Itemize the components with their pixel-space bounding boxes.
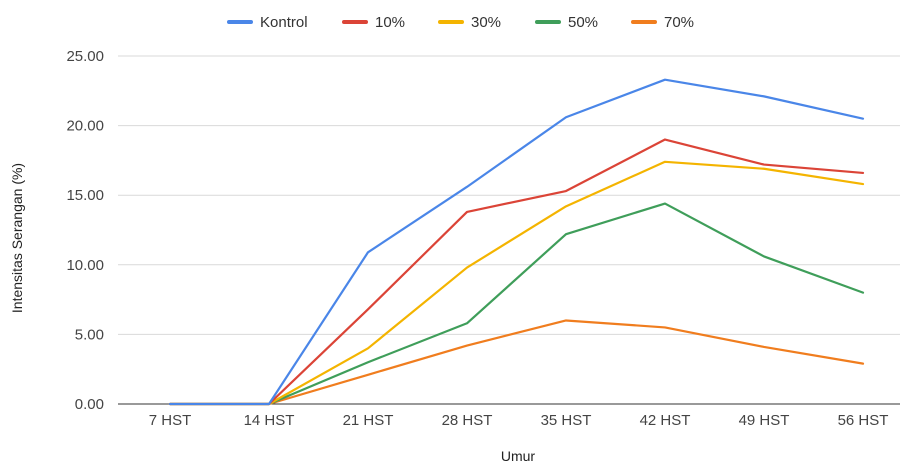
series-line [168, 160, 865, 406]
series-lines [168, 78, 865, 406]
x-tick-label: 14 HST [244, 412, 295, 429]
series-line [168, 78, 865, 406]
y-tick-label: 25.00 [66, 48, 104, 65]
y-tick-label: 15.00 [66, 187, 104, 204]
gridlines [118, 55, 900, 405]
x-tick-label: 28 HST [442, 412, 493, 429]
series-line [168, 138, 865, 406]
legend: Kontrol 10% 30% 50% 70% [227, 14, 694, 31]
y-tick-label: 20.00 [66, 118, 104, 135]
x-tick-label: 35 HST [541, 412, 592, 429]
y-tick-label: 0.00 [75, 396, 104, 413]
x-axis-ticks: 7 HST 14 HST 21 HST 28 HST 35 HST 42 HST 49 HS… [149, 412, 889, 429]
x-tick-label: 49 HST [739, 412, 790, 429]
x-tick-label: 21 HST [343, 412, 394, 429]
legend-label: Kontrol [260, 14, 308, 31]
x-tick-label: 7 HST [149, 412, 192, 429]
series-line [168, 202, 865, 406]
x-axis-title: Umur [501, 448, 536, 464]
legend-label: 10% [375, 14, 405, 31]
legend-label: 50% [568, 14, 598, 31]
y-axis-title: Intensitas Serangan (%) [9, 163, 25, 313]
x-tick-label: 56 HST [838, 412, 889, 429]
x-tick-label: 42 HST [640, 412, 691, 429]
legend-label: 70% [664, 14, 694, 31]
y-tick-label: 5.00 [75, 326, 104, 343]
legend-label: 30% [471, 14, 501, 31]
y-axis-ticks: 0.00 5.00 10.00 15.00 20.00 25.00 [66, 48, 104, 413]
series-line [168, 319, 865, 406]
y-tick-label: 10.00 [66, 257, 104, 274]
